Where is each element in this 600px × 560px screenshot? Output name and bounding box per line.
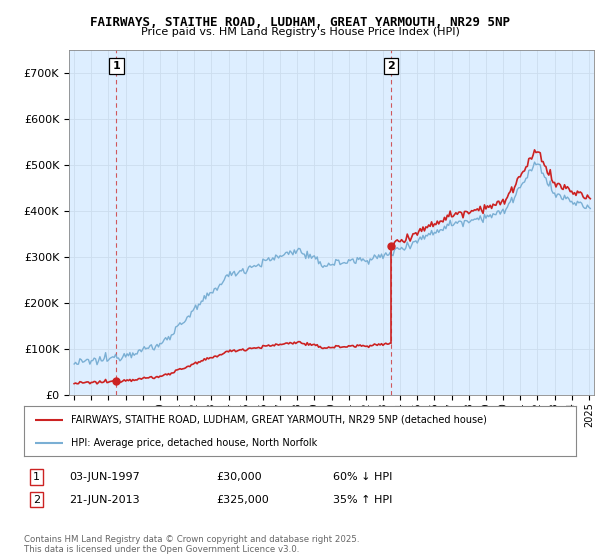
Text: Contains HM Land Registry data © Crown copyright and database right 2025.
This d: Contains HM Land Registry data © Crown c… <box>24 535 359 554</box>
Text: 1: 1 <box>112 61 120 71</box>
Text: 1: 1 <box>33 472 40 482</box>
Text: 60% ↓ HPI: 60% ↓ HPI <box>333 472 392 482</box>
Text: 35% ↑ HPI: 35% ↑ HPI <box>333 494 392 505</box>
Text: 2: 2 <box>387 61 395 71</box>
Text: £30,000: £30,000 <box>216 472 262 482</box>
Text: 2: 2 <box>33 494 40 505</box>
Text: 03-JUN-1997: 03-JUN-1997 <box>69 472 140 482</box>
Text: Price paid vs. HM Land Registry's House Price Index (HPI): Price paid vs. HM Land Registry's House … <box>140 27 460 37</box>
Text: FAIRWAYS, STAITHE ROAD, LUDHAM, GREAT YARMOUTH, NR29 5NP (detached house): FAIRWAYS, STAITHE ROAD, LUDHAM, GREAT YA… <box>71 414 487 424</box>
Text: £325,000: £325,000 <box>216 494 269 505</box>
Text: HPI: Average price, detached house, North Norfolk: HPI: Average price, detached house, Nort… <box>71 438 317 448</box>
Text: FAIRWAYS, STAITHE ROAD, LUDHAM, GREAT YARMOUTH, NR29 5NP: FAIRWAYS, STAITHE ROAD, LUDHAM, GREAT YA… <box>90 16 510 29</box>
Text: 21-JUN-2013: 21-JUN-2013 <box>69 494 140 505</box>
